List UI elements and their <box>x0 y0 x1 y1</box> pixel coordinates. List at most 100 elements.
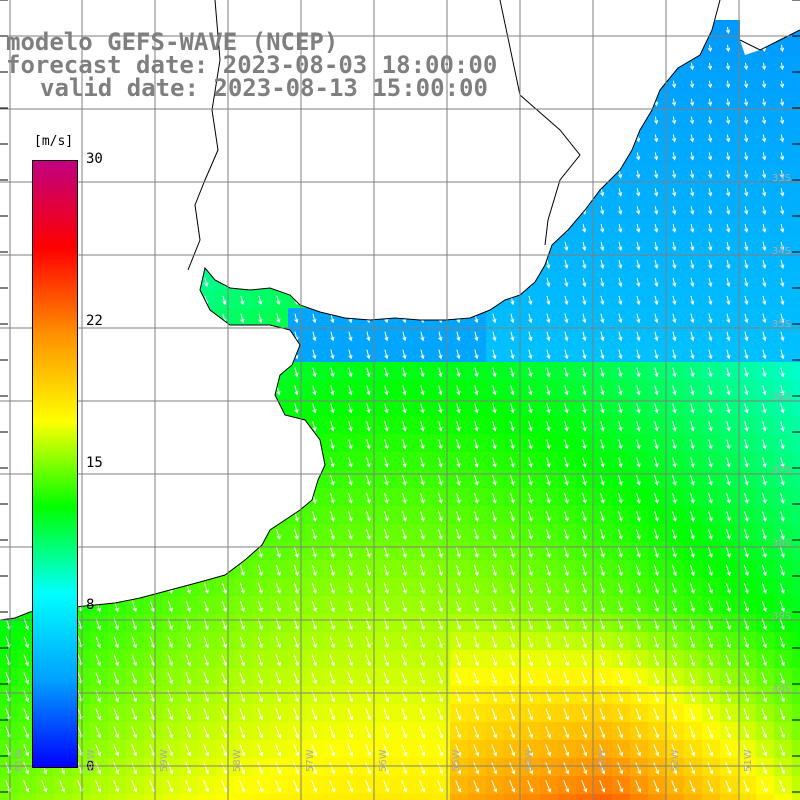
wind-speed-cell <box>576 326 594 344</box>
wind-speed-cell <box>540 578 558 596</box>
latitude-label: 34S <box>772 246 792 257</box>
wind-speed-cell <box>666 344 684 362</box>
land-polygon <box>0 0 720 620</box>
wind-arrow <box>384 492 389 504</box>
wind-arrow <box>725 44 731 53</box>
wind-arrow <box>653 546 659 559</box>
wind-speed-cell <box>522 524 540 542</box>
wind-arrow <box>419 672 426 685</box>
wind-speed-cell <box>0 650 18 668</box>
wind-speed-cell <box>702 614 720 632</box>
wind-arrow <box>762 385 767 396</box>
wind-speed-cell <box>648 722 666 740</box>
wind-speed-cell <box>342 542 360 560</box>
wind-arrow <box>563 672 570 685</box>
wind-speed-cell <box>144 650 162 668</box>
wind-speed-cell <box>738 470 756 488</box>
wind-speed-cell <box>594 488 612 506</box>
wind-arrow <box>744 367 749 378</box>
wind-arrow <box>689 654 695 667</box>
wind-arrow <box>419 564 425 577</box>
wind-speed-cell <box>504 488 522 506</box>
wind-speed-cell <box>504 506 522 524</box>
wind-arrow <box>582 241 587 251</box>
wind-arrow <box>690 313 695 324</box>
wind-speed-cell <box>594 200 612 218</box>
wind-speed-cell <box>594 614 612 632</box>
wind-speed-cell <box>648 290 666 308</box>
wind-arrow <box>672 259 677 270</box>
wind-speed-cell <box>324 542 342 560</box>
wind-arrow <box>779 62 785 71</box>
wind-arrow <box>707 780 714 793</box>
wind-speed-cell <box>594 650 612 668</box>
wind-arrow <box>743 564 749 577</box>
wind-arrow <box>293 690 300 703</box>
wind-arrow <box>384 385 389 396</box>
wind-arrow <box>618 421 623 432</box>
wind-arrow <box>617 564 623 577</box>
wind-speed-cell <box>288 380 306 398</box>
wind-arrow <box>257 564 263 577</box>
wind-arrow <box>563 708 570 721</box>
wind-arrow <box>131 600 137 613</box>
wind-arrow <box>347 744 354 757</box>
wind-speed-cell <box>306 560 324 578</box>
wind-speed-cell <box>756 56 774 74</box>
wind-speed-cell <box>702 722 720 740</box>
wind-speed-cell <box>486 452 504 470</box>
wind-speed-cell <box>792 92 800 110</box>
wind-arrow <box>581 654 587 667</box>
wind-speed-cell <box>468 722 486 740</box>
wind-speed-cell <box>648 596 666 614</box>
wind-arrow <box>743 600 749 613</box>
wind-arrow <box>528 403 533 414</box>
wind-speed-cell <box>774 326 792 344</box>
wind-speed-cell <box>738 290 756 308</box>
wind-speed-cell <box>504 326 522 344</box>
wind-arrow <box>726 259 731 270</box>
wind-speed-cell <box>612 470 630 488</box>
wind-speed-cell <box>324 416 342 434</box>
wind-speed-cell <box>684 668 702 686</box>
wind-arrow <box>330 349 335 360</box>
wind-speed-cell <box>198 758 216 776</box>
wind-speed-cell <box>162 686 180 704</box>
wind-speed-cell <box>738 452 756 470</box>
wind-arrow <box>654 439 659 450</box>
wind-arrow <box>689 762 696 775</box>
wind-speed-cell <box>324 344 342 362</box>
wind-speed-cell <box>738 614 756 632</box>
wind-speed-cell <box>360 434 378 452</box>
wind-speed-cell <box>684 758 702 776</box>
wind-arrow <box>582 492 587 504</box>
wind-arrow <box>293 762 300 775</box>
wind-speed-cell <box>144 596 162 614</box>
wind-speed-cell <box>198 596 216 614</box>
wind-arrow <box>528 349 533 360</box>
wind-arrow <box>653 636 659 649</box>
wind-arrow <box>672 367 677 378</box>
wind-speed-cell <box>594 722 612 740</box>
wind-speed-cell <box>378 740 396 758</box>
wind-arrow <box>762 224 767 233</box>
wind-speed-cell <box>756 416 774 434</box>
wind-arrow <box>275 672 282 685</box>
wind-arrow <box>384 475 389 486</box>
wind-arrow <box>257 672 264 685</box>
wind-arrow <box>654 134 659 143</box>
wind-arrow <box>564 259 569 270</box>
colorbar-tick-label: 15 <box>86 455 103 471</box>
wind-speed-cell <box>414 380 432 398</box>
wind-speed-cell <box>666 290 684 308</box>
wind-speed-cell <box>540 272 558 290</box>
wind-arrow <box>564 439 569 450</box>
wind-speed-cell <box>720 128 738 146</box>
wind-speed-cell <box>522 506 540 524</box>
wind-speed-cell <box>648 146 666 164</box>
wind-arrow <box>366 421 371 432</box>
wind-arrow <box>474 385 479 396</box>
wind-arrow <box>690 367 695 378</box>
wind-speed-cell <box>720 704 738 722</box>
